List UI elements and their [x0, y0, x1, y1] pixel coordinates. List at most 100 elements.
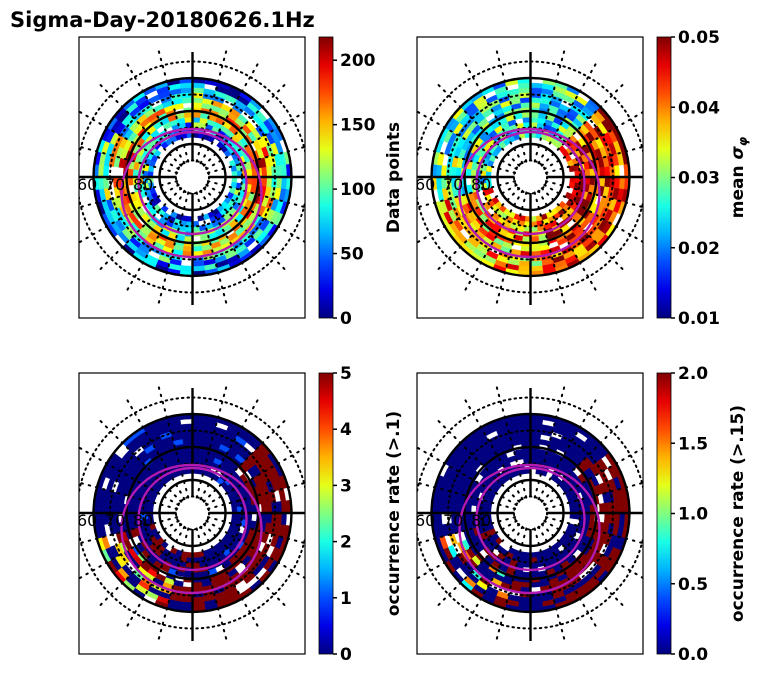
bin: [181, 250, 193, 257]
lat-label: 70: [105, 511, 125, 530]
bin: [192, 112, 202, 119]
bin: [181, 97, 193, 104]
bin: [530, 112, 540, 119]
bin: [530, 97, 542, 104]
lat-label: 70: [105, 175, 125, 194]
axes-frame: [416, 36, 644, 319]
bin: [181, 433, 193, 440]
bin: [530, 245, 541, 252]
bin: [521, 571, 531, 578]
bin: [568, 165, 575, 173]
colorbar-tick-label: 0: [340, 645, 352, 665]
colorbar-tick-label: 200: [340, 51, 376, 71]
bin: [251, 176, 258, 186]
lat-label: 80: [471, 511, 491, 530]
bin: [183, 112, 193, 119]
bin: [278, 488, 286, 502]
auroral-oval-equatorward: [458, 127, 601, 259]
bin: [519, 586, 531, 593]
bin: [192, 433, 204, 440]
auroral-oval-equatorward: [120, 127, 263, 259]
bin: [169, 211, 178, 219]
bin: [260, 167, 267, 178]
colorbar-tick-label: 0.5: [678, 575, 708, 595]
bin: [521, 235, 531, 242]
bin: [520, 245, 531, 252]
bin: [436, 512, 443, 526]
bin: [153, 149, 162, 158]
colorbar-gradient: [318, 36, 334, 319]
bin: [507, 455, 517, 463]
bin: [183, 235, 193, 242]
bin: [589, 176, 596, 186]
colorbar-tick-label: 50: [340, 245, 364, 265]
auroral-oval-poleward: [137, 130, 248, 236]
colorbar-tick-label: 2: [340, 533, 352, 553]
bin: [265, 166, 272, 178]
polar-panel-top-right: 60 70 80 0.01 0.02 0.03 0.04 0.05 mean σφ: [415, 28, 750, 329]
plot-area: 60 70 80: [77, 386, 305, 641]
colorbar-tick-label: 0.0: [678, 645, 708, 665]
bin: [530, 438, 541, 445]
bin: [207, 135, 216, 143]
colorbar: 0 50 100 150 200 Data points: [318, 36, 404, 329]
bin: [182, 438, 193, 445]
colorbar-tick-label: 100: [340, 180, 376, 200]
bin: [521, 112, 531, 119]
bin: [521, 448, 531, 455]
bin: [530, 448, 540, 455]
bin: [265, 176, 272, 188]
bin: [192, 571, 202, 578]
colorbar-tick-label: 0: [340, 309, 352, 329]
bin: [265, 512, 272, 524]
bin: [519, 433, 531, 440]
colorbar-tick-label: 0.05: [678, 28, 720, 48]
colorbar: 0.01 0.02 0.03 0.04 0.05 mean σφ: [656, 28, 750, 329]
bin: [603, 512, 610, 524]
colorbar-tick-label: 2.0: [678, 364, 708, 384]
bin: [182, 245, 193, 252]
bin: [598, 167, 605, 178]
axes-frame: [416, 372, 644, 655]
lat-label: 60: [415, 175, 435, 194]
colorbar: 0 1 2 3 4 5 occurrence rate (>.1): [318, 364, 404, 665]
bin: [519, 250, 531, 257]
bin: [192, 438, 203, 445]
axes-frame: [78, 36, 306, 319]
figure-title: Sigma-Day-20180626.1Hz: [10, 8, 315, 32]
colorbar-tick-label: 1.5: [678, 434, 708, 454]
auroral-oval-poleward: [475, 130, 586, 236]
lat-label: 60: [77, 511, 97, 530]
colorbar-label: occurrence rate (>.15): [728, 405, 748, 622]
colorbar-gradient: [656, 36, 672, 319]
bin: [160, 204, 169, 213]
colorbar-tick-label: 0.02: [678, 239, 720, 259]
bin: [169, 547, 178, 555]
colorbar-tick-label: 4: [340, 420, 352, 440]
bin: [181, 586, 193, 593]
polar-panel-bottom-left: 60 70 80 0 1 2 3 4 5 occurrence rate (>.1): [77, 364, 404, 665]
plot-area: 60 70 80: [415, 50, 643, 305]
bin: [173, 103, 184, 111]
lat-label: 60: [415, 511, 435, 530]
colorbar-tick-label: 0.01: [678, 309, 720, 329]
polar-panel-top-left: 60 70 80 0 50 100 150 200 Data points: [78, 36, 404, 329]
axes-frame: [78, 372, 306, 655]
bin: [603, 176, 610, 188]
bin: [589, 512, 596, 522]
bin: [598, 503, 605, 514]
colorbar-tick-label: 1: [340, 589, 352, 609]
bin: [192, 245, 203, 252]
colorbar-gradient: [318, 372, 334, 655]
colorbar-tick-label: 0.04: [678, 98, 720, 118]
auroral-oval-poleward: [137, 466, 248, 572]
bin: [192, 97, 204, 104]
bin: [530, 581, 541, 588]
colorbar-label: mean σφ: [728, 136, 750, 218]
bin: [265, 502, 272, 514]
colorbar-gradient: [656, 372, 672, 655]
bin: [197, 215, 205, 222]
bin: [269, 534, 279, 548]
bin: [260, 503, 267, 514]
bin: [519, 97, 531, 104]
